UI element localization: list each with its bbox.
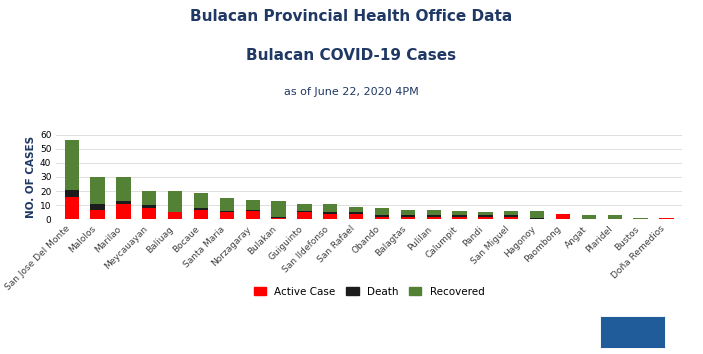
Bar [220, 198, 234, 211]
Bar [504, 217, 518, 219]
Legend: Active Case, Death, Recovered: Active Case, Death, Recovered [250, 282, 489, 301]
Bar [478, 217, 493, 219]
Bar [504, 215, 518, 217]
Bar [323, 214, 337, 219]
Bar [142, 191, 157, 205]
Text: as of June 22, 2020 4PM: as of June 22, 2020 4PM [284, 87, 419, 97]
Bar [271, 218, 285, 219]
Bar [453, 215, 467, 217]
Bar [245, 200, 260, 210]
Bar [427, 210, 441, 215]
Bar [427, 217, 441, 219]
Bar [271, 217, 285, 218]
Bar [375, 217, 389, 219]
Bar [297, 211, 311, 212]
Bar [427, 215, 441, 217]
Bar [194, 208, 208, 210]
Text: Bulacan COVID-19 Cases: Bulacan COVID-19 Cases [247, 48, 456, 63]
Bar [349, 214, 363, 219]
Bar [194, 210, 208, 219]
Bar [375, 208, 389, 215]
Bar [91, 210, 105, 219]
Bar [323, 204, 337, 212]
Bar [271, 201, 285, 217]
Bar [168, 191, 182, 212]
Text: Bulacan Provincial Health Office Data: Bulacan Provincial Health Office Data [191, 9, 512, 24]
Bar [453, 217, 467, 219]
Bar [478, 215, 493, 217]
Bar [504, 211, 518, 215]
Bar [91, 177, 105, 204]
Bar [323, 212, 337, 214]
Bar [556, 214, 570, 219]
Bar [245, 210, 260, 211]
Bar [220, 211, 234, 212]
Bar [349, 212, 363, 214]
Bar [453, 211, 467, 215]
Bar [142, 205, 157, 208]
Bar [65, 197, 79, 219]
Bar [607, 215, 621, 219]
Bar [349, 207, 363, 212]
Bar [297, 204, 311, 211]
Bar [65, 140, 79, 190]
Bar [142, 208, 157, 219]
Bar [581, 215, 596, 219]
Bar [401, 217, 415, 219]
Bar [401, 215, 415, 217]
Bar [91, 204, 105, 210]
Bar [659, 218, 673, 219]
Bar [297, 212, 311, 219]
Bar [65, 190, 79, 197]
Bar [375, 215, 389, 217]
Bar [633, 218, 647, 219]
Bar [117, 204, 131, 219]
Bar [168, 212, 182, 219]
Bar [117, 201, 131, 204]
Bar [401, 210, 415, 215]
Bar [478, 212, 493, 215]
Y-axis label: NO. OF CASES: NO. OF CASES [26, 136, 36, 218]
Bar [194, 193, 208, 208]
Bar [530, 218, 544, 219]
Bar [245, 211, 260, 219]
Bar [530, 211, 544, 218]
Bar [220, 212, 234, 219]
Bar [117, 177, 131, 201]
